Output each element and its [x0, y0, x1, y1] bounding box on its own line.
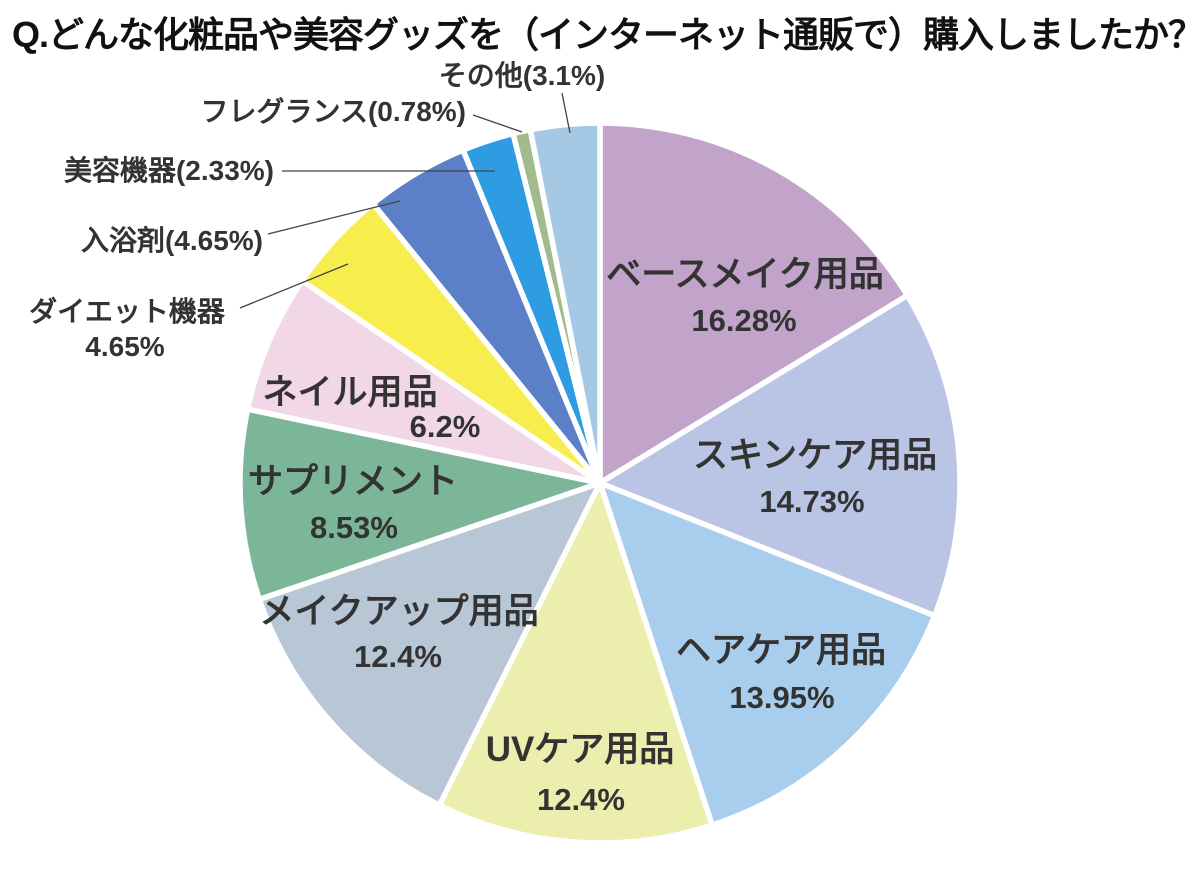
slice-label-7: ネイル用品	[262, 373, 437, 412]
slice-label-3: ヘアケア用品	[676, 631, 886, 670]
slice-label-8: ダイエット機器	[29, 295, 226, 327]
chart-title: Q.どんな化粧品や美容グッズを（インターネット通販で）購入しましたか？	[12, 14, 1200, 55]
slice-label-12: その他(3.1%)	[439, 60, 605, 91]
slice-value-5: 12.4%	[354, 639, 442, 674]
pie-slice-6	[237, 406, 603, 603]
slice-value-2: 14.73%	[759, 484, 864, 519]
slice-value-6: 8.53%	[310, 510, 398, 545]
slice-value-8: 4.65%	[85, 331, 164, 362]
pie-slice-3	[597, 480, 938, 828]
slice-label-1: ベースメイク用品	[606, 255, 884, 294]
slice-label-5: メイクアップ用品	[259, 592, 538, 631]
slice-value-4: 12.4%	[537, 782, 625, 817]
pie-slice-4	[436, 480, 715, 846]
pie-slice-12	[527, 120, 603, 486]
pie-slice-5	[256, 480, 603, 808]
leader-line-8	[239, 263, 349, 309]
slice-value-1: 16.28%	[691, 303, 796, 338]
slice-value-7: 6.2%	[410, 409, 481, 444]
slice-label-4: UVケア用品	[486, 730, 675, 769]
leader-line-12	[561, 92, 571, 134]
pie-slice-2	[597, 292, 963, 619]
slice-label-10: 美容機器(2.33%)	[64, 154, 274, 186]
pie-slice-1	[597, 120, 911, 486]
slice-label-11: フレグランス(0.78%)	[201, 96, 466, 127]
slice-label-9: 入浴剤(4.65%)	[81, 224, 263, 256]
leader-line-11	[472, 114, 523, 133]
slice-label-6: サプリメント	[248, 462, 458, 501]
slice-value-3: 13.95%	[729, 680, 834, 715]
leader-line-9	[267, 200, 401, 235]
slice-label-2: スキンケア用品	[693, 436, 937, 475]
